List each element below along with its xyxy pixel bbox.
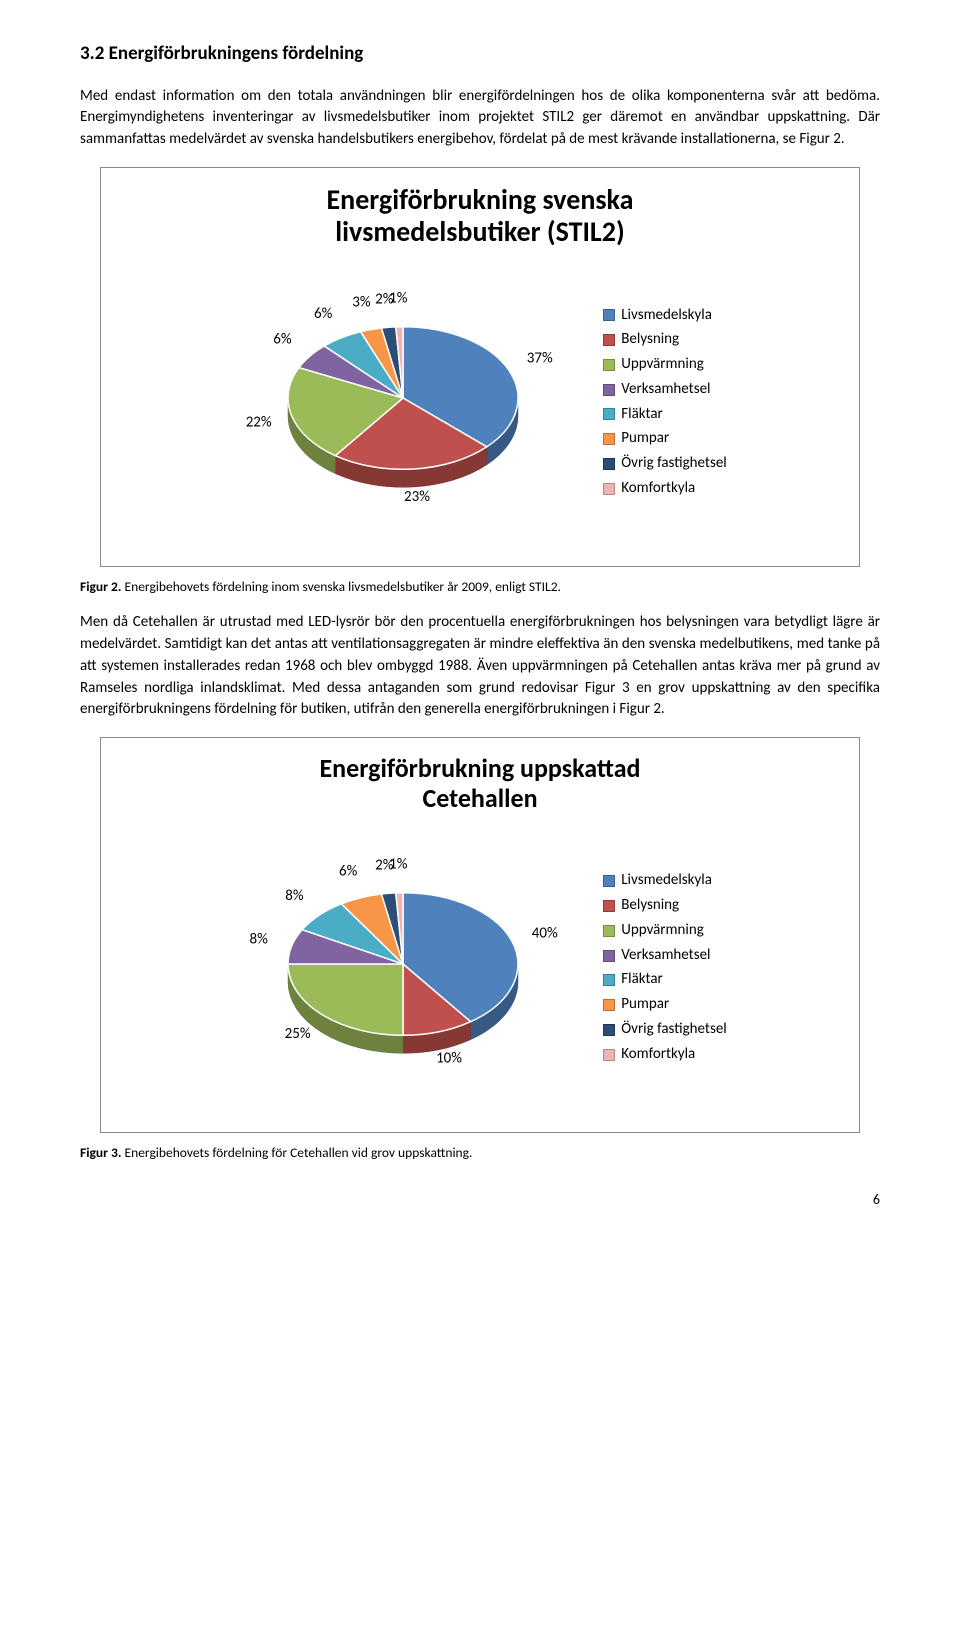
svg-text:1%: 1%	[389, 290, 408, 308]
legend-label: Övrig fastighetsel	[621, 453, 726, 475]
chart-stil2: Energiförbrukning svenska livsmedelsbuti…	[100, 167, 860, 567]
legend-item: Komfortkyla	[603, 1044, 726, 1066]
legend-label: Verksamhetsel	[621, 379, 710, 401]
chart-stil2-legend: LivsmedelskylaBelysning Uppvärmning Verksa…	[603, 302, 726, 503]
legend-swatch	[603, 999, 615, 1011]
legend-item: Uppvärmning	[603, 920, 726, 942]
legend-label: Övrig fastighetsel	[621, 1019, 726, 1041]
legend-item: Livsmedelskyla	[603, 870, 726, 892]
svg-text:6%: 6%	[339, 863, 358, 881]
legend-item: Belysning	[603, 895, 726, 917]
legend-label: Komfortkyla	[621, 478, 695, 500]
paragraph-intro: Med endast information om den totala anv…	[80, 86, 880, 151]
figure-3-caption: Figur 3. Energibehovets fördelning för C…	[80, 1143, 880, 1163]
chart-cetehallen-pie: 40%10%25%8%8%6%2%1%	[233, 824, 573, 1112]
legend-swatch	[603, 1024, 615, 1036]
legend-item: Verksamhetsel	[603, 945, 726, 967]
legend-label: Fläktar	[621, 404, 663, 426]
figure-2-caption: Figur 2. Energibehovets fördelning inom …	[80, 577, 880, 597]
legend-swatch	[603, 359, 615, 371]
caption-label: Figur 3.	[80, 1144, 121, 1161]
legend-item: Övrig fastighetsel	[603, 453, 726, 475]
legend-swatch	[603, 483, 615, 495]
legend-label: Livsmedelskyla	[621, 305, 712, 327]
legend-label: Belysning	[621, 329, 679, 351]
legend-swatch	[603, 950, 615, 962]
svg-text:8%: 8%	[285, 887, 304, 905]
legend-label: Verksamhetsel	[621, 945, 710, 967]
svg-text:6%: 6%	[274, 331, 293, 349]
svg-text:8%: 8%	[250, 930, 269, 948]
legend-item: Pumpar	[603, 428, 726, 450]
chart-cetehallen-title: Energiförbrukning uppskattad Cetehallen	[115, 754, 845, 814]
legend-item: Belysning	[603, 329, 726, 351]
legend-swatch	[603, 974, 615, 986]
svg-text:25%: 25%	[285, 1025, 311, 1043]
chart-title-line1: Energiförbrukning svenska	[327, 182, 634, 217]
chart-title-line1: Energiförbrukning uppskattad	[319, 752, 640, 784]
paragraph-discussion: Men då Cetehallen är utrustad med LED-ly…	[80, 612, 880, 721]
legend-swatch	[603, 875, 615, 887]
legend-label: Uppvärmning	[621, 354, 704, 376]
svg-text:6%: 6%	[314, 305, 333, 323]
pie-chart-svg: 37%23%22%6%6%3%2%1%	[233, 258, 573, 538]
legend-swatch	[603, 433, 615, 445]
chart-stil2-title: Energiförbrukning svenska livsmedelsbuti…	[115, 184, 845, 248]
chart-title-line2: Cetehallen	[422, 782, 537, 814]
legend-label: Pumpar	[621, 994, 669, 1016]
legend-label: Livsmedelskyla	[621, 870, 712, 892]
legend-label: Pumpar	[621, 428, 669, 450]
chart-cetehallen: Energiförbrukning uppskattad Cetehallen …	[100, 737, 860, 1133]
caption-label: Figur 2.	[80, 578, 121, 595]
legend-swatch	[603, 408, 615, 420]
legend-item: Fläktar	[603, 404, 726, 426]
legend-item: Uppvärmning	[603, 354, 726, 376]
svg-text:40%: 40%	[532, 924, 558, 942]
legend-label: Fläktar	[621, 969, 663, 991]
legend-label: Uppvärmning	[621, 920, 704, 942]
svg-text:23%: 23%	[404, 488, 430, 506]
legend-item: Fläktar	[603, 969, 726, 991]
legend-item: Komfortkyla	[603, 478, 726, 500]
legend-swatch	[603, 334, 615, 346]
legend-swatch	[603, 458, 615, 470]
legend-item: Pumpar	[603, 994, 726, 1016]
chart-stil2-pie: 37%23%22%6%6%3%2%1%	[233, 258, 573, 546]
caption-text: Energibehovets fördelning inom svenska l…	[121, 578, 560, 595]
chart-title-line2: livsmedelsbutiker (STIL2)	[335, 214, 624, 249]
svg-text:1%: 1%	[389, 856, 408, 874]
legend-item: Övrig fastighetsel	[603, 1019, 726, 1041]
legend-label: Belysning	[621, 895, 679, 917]
caption-text: Energibehovets fördelning för Cetehallen…	[121, 1144, 472, 1161]
legend-swatch	[603, 1049, 615, 1061]
legend-swatch	[603, 309, 615, 321]
legend-swatch	[603, 925, 615, 937]
legend-item: Verksamhetsel	[603, 379, 726, 401]
svg-text:3%: 3%	[353, 294, 372, 312]
page-number: 6	[80, 1190, 880, 1210]
svg-text:22%: 22%	[246, 414, 272, 432]
chart-cetehallen-legend: Livsmedelskyla Belysning Uppvärmning Verksa…	[603, 867, 726, 1068]
legend-label: Komfortkyla	[621, 1044, 695, 1066]
svg-text:37%: 37%	[527, 350, 553, 368]
svg-text:10%: 10%	[436, 1049, 462, 1067]
legend-swatch	[603, 384, 615, 396]
legend-item: Livsmedelskyla	[603, 305, 726, 327]
pie-chart-svg: 40%10%25%8%8%6%2%1%	[233, 824, 573, 1104]
section-heading: 3.2 Energiförbrukningens fördelning	[80, 40, 880, 68]
legend-swatch	[603, 900, 615, 912]
